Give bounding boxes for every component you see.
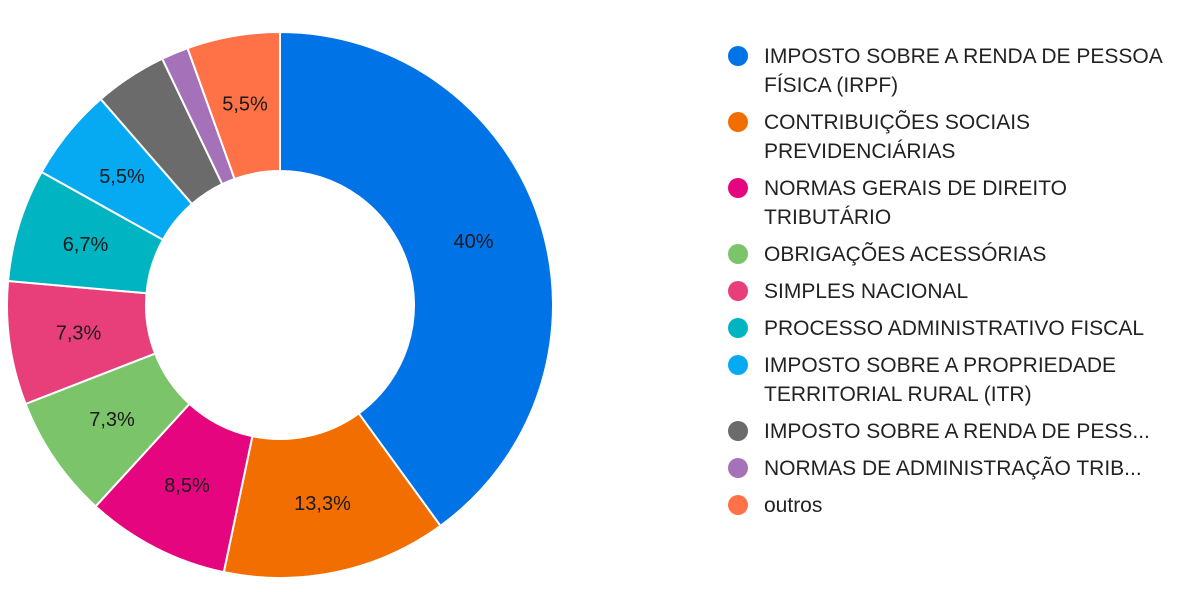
donut-svg: 40% 13,3% 8,5% 7,3% 7,3% 6,7% 5,5% 5,5% <box>6 30 554 579</box>
legend-swatch-icon <box>728 244 748 264</box>
donut-slice-1 <box>222 412 442 579</box>
legend-label: outros <box>764 494 823 517</box>
legend-item-6: IMPOSTO SOBRE A PROPRIEDADE TERRITORIAL … <box>728 351 1190 409</box>
donut-slice-0 <box>279 30 554 528</box>
legend-label: NORMAS DE ADMINISTRAÇÃO TRIB... <box>764 457 1142 480</box>
legend-label: IMPOSTO SOBRE A RENDA DE PESSOA FÍSICA (… <box>764 45 1162 97</box>
legend-item-3: OBRIGAÇÕES ACESSÓRIAS <box>728 240 1190 269</box>
legend-label: IMPOSTO SOBRE A PROPRIEDADE TERRITORIAL … <box>764 354 1117 406</box>
legend-item-0: IMPOSTO SOBRE A RENDA DE PESSOA FÍSICA (… <box>728 42 1190 100</box>
slice-value-label-1: 13,3% <box>294 493 351 515</box>
legend-label: IMPOSTO SOBRE A RENDA DE PESS... <box>764 420 1150 443</box>
legend-item-5: PROCESSO ADMINISTRATIVO FISCAL <box>728 314 1190 343</box>
legend-label: CONTRIBUIÇÕES SOCIAIS PREVIDENCIÁRIAS <box>764 111 1031 163</box>
legend-label: PROCESSO ADMINISTRATIVO FISCAL <box>764 317 1145 340</box>
legend-label: NORMAS GERAIS DE DIREITO TRIBUTÁRIO <box>764 177 1067 229</box>
legend-swatch-icon <box>728 112 748 132</box>
legend-label: OBRIGAÇÕES ACESSÓRIAS <box>764 243 1047 266</box>
slice-value-label-4: 7,3% <box>56 323 102 345</box>
slice-value-label-5: 6,7% <box>63 234 109 256</box>
legend-item-8: NORMAS DE ADMINISTRAÇÃO TRIB... <box>728 454 1190 483</box>
legend-swatch-icon <box>728 355 748 375</box>
legend-item-4: SIMPLES NACIONAL <box>728 277 1190 306</box>
donut-slice-9 <box>186 30 281 181</box>
legend-swatch-icon <box>728 318 748 338</box>
slice-value-label-0: 40% <box>454 231 494 253</box>
legend-swatch-icon <box>728 458 748 478</box>
slice-value-label-2: 8,5% <box>164 475 210 497</box>
legend-item-9: outros <box>728 491 1190 520</box>
slice-value-label-6: 5,5% <box>99 166 145 188</box>
slice-value-label-3: 7,3% <box>89 409 135 431</box>
legend-item-1: CONTRIBUIÇÕES SOCIAIS PREVIDENCIÁRIAS <box>728 108 1190 166</box>
donut-chart: 40% 13,3% 8,5% 7,3% 7,3% 6,7% 5,5% 5,5% <box>0 0 560 592</box>
legend-label: SIMPLES NACIONAL <box>764 280 969 303</box>
legend-swatch-icon <box>728 421 748 441</box>
chart-legend: IMPOSTO SOBRE A RENDA DE PESSOA FÍSICA (… <box>728 42 1190 528</box>
legend-swatch-icon <box>728 46 748 66</box>
slice-value-label-9: 5,5% <box>222 94 268 116</box>
legend-swatch-icon <box>728 281 748 301</box>
legend-swatch-icon <box>728 495 748 515</box>
legend-swatch-icon <box>728 178 748 198</box>
legend-item-7: IMPOSTO SOBRE A RENDA DE PESS... <box>728 417 1190 446</box>
legend-item-2: NORMAS GERAIS DE DIREITO TRIBUTÁRIO <box>728 174 1190 232</box>
